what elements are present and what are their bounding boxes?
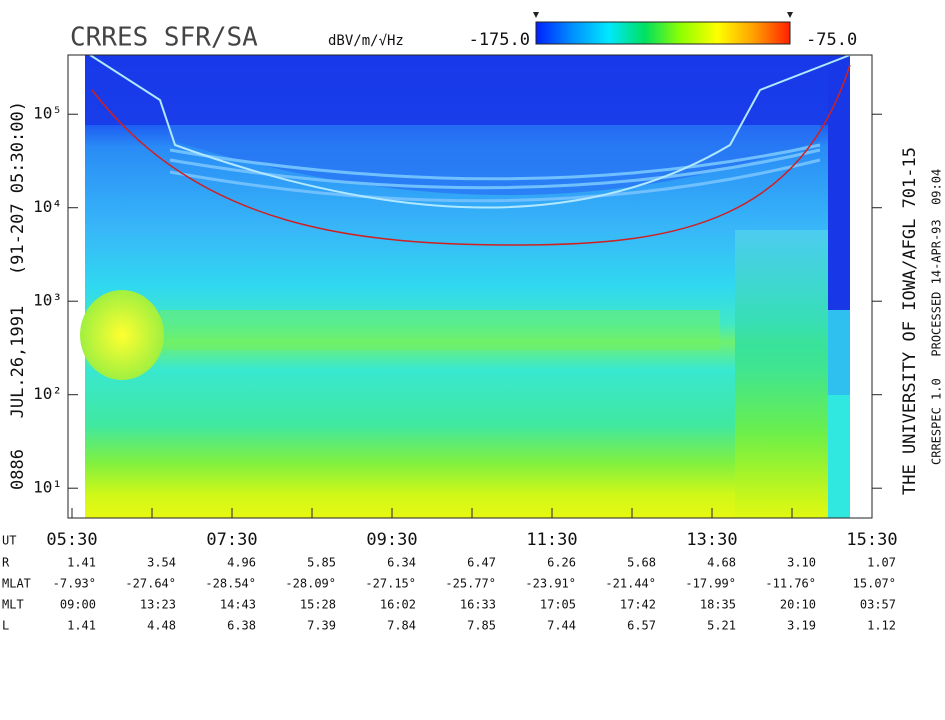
ephemeris-value: 03:57 xyxy=(860,598,896,612)
ephemeris-value: 18:35 xyxy=(700,598,736,612)
x-tick-label: 11:30 xyxy=(526,530,577,550)
ephemeris-value: 7.44 xyxy=(547,619,576,633)
ephemeris-value: 1.07 xyxy=(867,556,896,570)
chart-title: CRRES SFR/SA xyxy=(70,23,258,53)
plot-frame xyxy=(67,54,873,519)
ephemeris-value: 6.57 xyxy=(627,619,656,633)
ephemeris-value: 13:23 xyxy=(140,598,176,612)
ephemeris-value: 14:43 xyxy=(220,598,256,612)
colorbar-max-label: -75.0 xyxy=(806,30,857,50)
y-tick-label: 10² xyxy=(33,384,62,403)
ephemeris-value: 1.41 xyxy=(67,556,96,570)
ephemeris-value: 6.47 xyxy=(467,556,496,570)
ephemeris-value: 16:02 xyxy=(380,598,416,612)
ephemeris-value: 15:28 xyxy=(300,598,336,612)
colorbar-marker xyxy=(787,12,793,18)
ephemeris-value: 09:00 xyxy=(60,598,96,612)
x-tick-label: 13:30 xyxy=(686,530,737,550)
ephemeris-value: -27.64° xyxy=(125,577,176,591)
ephemeris-value: -17.99° xyxy=(685,577,736,591)
ephemeris-label: R xyxy=(2,556,10,570)
ephemeris-value: 5.68 xyxy=(627,556,656,570)
ephemeris-value: 16:33 xyxy=(460,598,496,612)
ephemeris-value: 3.19 xyxy=(787,619,816,633)
ephemeris-value: 3.54 xyxy=(147,556,176,570)
ephemeris-value: 7.84 xyxy=(387,619,416,633)
ephemeris-value: 4.96 xyxy=(227,556,256,570)
ephemeris-value: -28.09° xyxy=(285,577,336,591)
ephemeris-value: 6.34 xyxy=(387,556,416,570)
y-tick-label: 10⁴ xyxy=(33,197,62,216)
ephemeris-value: 4.48 xyxy=(147,619,176,633)
ephemeris-value: 7.39 xyxy=(307,619,336,633)
ephemeris-label: L xyxy=(2,619,9,633)
ephemeris-value: 20:10 xyxy=(780,598,816,612)
x-tick-label: 05:30 xyxy=(46,530,97,550)
ephemeris-label: MLAT xyxy=(2,577,31,591)
x-tick-label: 09:30 xyxy=(366,530,417,550)
ephemeris-value: -27.15° xyxy=(365,577,416,591)
ephemeris-value: 7.85 xyxy=(467,619,496,633)
right-label: THE UNIVERSITY OF IOWA/AFGL 701-15 xyxy=(900,147,920,495)
ephemeris-value: 5.21 xyxy=(707,619,736,633)
ephemeris-value: 6.38 xyxy=(227,619,256,633)
x-tick-label: 15:30 xyxy=(846,530,897,550)
ephemeris-value: -21.44° xyxy=(605,577,656,591)
left-label: 0886 JUL.26,1991 (91-207 05:30:00) xyxy=(8,101,28,490)
right-sublabel: CRRESPEC 1.0 PROCESSED 14-APR-93 09:04 xyxy=(930,169,944,465)
ephemeris-value: -7.93° xyxy=(53,577,96,591)
y-tick-label: 10⁵ xyxy=(33,104,62,123)
ephemeris-value: 5.85 xyxy=(307,556,336,570)
ephemeris-value: -23.91° xyxy=(525,577,576,591)
ephemeris-label: MLT xyxy=(2,598,24,612)
y-tick-label: 10³ xyxy=(33,291,62,310)
ephemeris-value: -28.54° xyxy=(205,577,256,591)
colorbar-unit: dBV/m/√Hz xyxy=(328,33,404,49)
ephemeris-value: 4.68 xyxy=(707,556,736,570)
ephemeris-value: 3.10 xyxy=(787,556,816,570)
ephemeris-value: -11.76° xyxy=(765,577,816,591)
ephemeris-value: 17:42 xyxy=(620,598,656,612)
ephemeris-value: 6.26 xyxy=(547,556,576,570)
x-axis-label: UT xyxy=(2,534,16,548)
colorbar xyxy=(535,21,791,45)
ephemeris-value: 1.12 xyxy=(867,619,896,633)
ephemeris-value: 17:05 xyxy=(540,598,576,612)
ephemeris-value: 1.41 xyxy=(67,619,96,633)
ephemeris-value: 15.07° xyxy=(853,577,896,591)
y-tick-label: 10¹ xyxy=(33,478,62,497)
spectrogram-image xyxy=(80,54,851,518)
colorbar-min-label: -175.0 xyxy=(469,30,530,50)
colorbar-marker xyxy=(533,12,539,18)
x-tick-label: 07:30 xyxy=(206,530,257,550)
ephemeris-value: -25.77° xyxy=(445,577,496,591)
